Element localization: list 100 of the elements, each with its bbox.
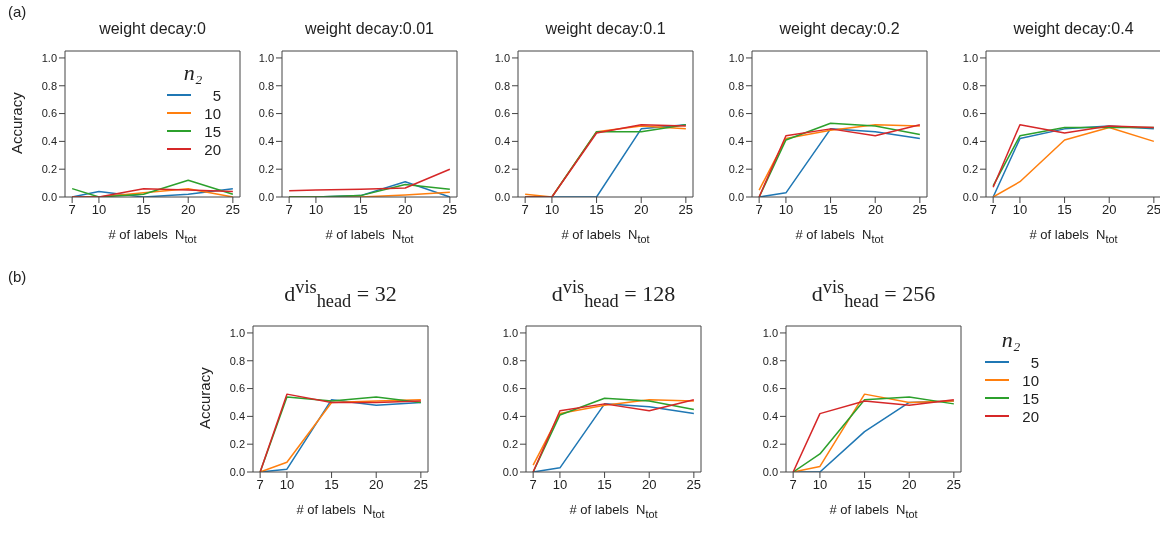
x-tick-label: 7	[789, 477, 797, 493]
legend-label: 20	[1021, 407, 1039, 425]
x-tick-label: 7	[521, 202, 529, 218]
y-tick-label: 0.4	[962, 135, 978, 148]
y-tick-label: 0.0	[494, 190, 510, 203]
legend-title: n₂	[1000, 327, 1022, 353]
y-tick-label: 0.8	[494, 79, 510, 92]
x-tick-label: 7	[68, 202, 76, 218]
x-tick-label: 25	[225, 202, 241, 218]
x-tick-label: 7	[256, 477, 264, 493]
y-tick-label: 0.0	[258, 190, 274, 203]
y-tick-label: 0.6	[258, 107, 274, 120]
y-tick-label: 0.8	[728, 79, 744, 92]
x-tick-label: 10	[544, 202, 560, 218]
y-tick-label: 0.8	[502, 354, 518, 367]
y-tick-label: 1.0	[258, 51, 274, 64]
y-tick-label: 1.0	[229, 326, 245, 339]
x-tick-label: 20	[641, 477, 657, 493]
x-tick-label: 25	[912, 202, 928, 218]
y-tick-label: 0.2	[229, 438, 245, 451]
legend-label: 5	[1029, 353, 1039, 371]
y-tick-label: 0.4	[728, 135, 744, 148]
x-tick-label: 15	[857, 477, 872, 493]
y-tick-label: 0.2	[502, 438, 518, 451]
y-tick-label: 0.6	[728, 107, 744, 120]
y-tick-label: 0.8	[258, 79, 274, 92]
y-tick-label: 0.0	[762, 465, 778, 478]
y-tick-label: 0.6	[41, 107, 57, 120]
chart-title: weight decay:0.01	[304, 20, 435, 38]
x-axis-title: # of labels N$_{tot}$	[568, 502, 659, 520]
x-tick-label: 25	[946, 477, 962, 493]
x-tick-label: 10	[812, 477, 828, 493]
y-tick-label: 0.4	[502, 410, 518, 423]
y-tick-label: 0.0	[728, 190, 744, 203]
y-tick-label: 0.4	[762, 410, 778, 423]
x-axis-title: # of labels N$_{tot}$	[794, 227, 885, 245]
chart-title: weight decay:0	[98, 20, 207, 38]
x-tick-label: 7	[989, 202, 997, 218]
y-tick-label: 0.8	[41, 79, 57, 92]
y-tick-label: 0.6	[962, 107, 978, 120]
legend-label: 15	[203, 122, 221, 140]
x-tick-label: 15	[597, 477, 612, 493]
y-tick-label: 1.0	[502, 326, 518, 339]
y-tick-label: 0.0	[502, 465, 518, 478]
y-tick-label: 0.4	[258, 135, 274, 148]
y-tick-label: 0.2	[762, 438, 778, 451]
y-tick-label: 0.0	[962, 190, 978, 203]
y-tick-label: 1.0	[962, 51, 978, 64]
y-tick-label: 0.0	[41, 190, 57, 203]
x-tick-label: 15	[1057, 202, 1072, 218]
x-tick-label: 7	[755, 202, 763, 218]
y-tick-label: 0.2	[494, 163, 510, 176]
legend-label: 10	[1021, 371, 1039, 389]
y-axis-title: Accuracy	[8, 91, 26, 154]
y-tick-label: 0.2	[258, 163, 274, 176]
y-tick-label: 0.2	[962, 163, 978, 176]
y-tick-label: 0.2	[41, 163, 57, 176]
x-tick-label: 15	[353, 202, 368, 218]
y-axis-title: Accuracy	[196, 366, 214, 429]
x-tick-label: 20	[901, 477, 917, 493]
chart-title: weight decay:0.2	[778, 20, 901, 38]
x-tick-label: 10	[91, 202, 107, 218]
x-tick-label: 25	[686, 477, 702, 493]
x-tick-label: 7	[529, 477, 537, 493]
x-tick-label: 25	[442, 202, 458, 218]
y-tick-label: 0.6	[229, 382, 245, 395]
y-tick-label: 1.0	[41, 51, 57, 64]
y-tick-label: 0.4	[494, 135, 510, 148]
y-tick-label: 1.0	[728, 51, 744, 64]
y-tick-label: 0.4	[41, 135, 57, 148]
y-tick-label: 1.0	[762, 326, 778, 339]
x-axis-title: # of labels N$_{tot}$	[1028, 227, 1119, 245]
y-tick-label: 0.8	[962, 79, 978, 92]
x-axis-title: # of labels N$_{tot}$	[295, 502, 386, 520]
x-axis-title: # of labels N$_{tot}$	[560, 227, 651, 245]
chart-title: d$^{vis}$$_{head}$ = 128	[550, 277, 677, 312]
x-tick-label: 15	[589, 202, 604, 218]
x-tick-label: 20	[368, 477, 384, 493]
legend-title: n₂	[182, 60, 204, 86]
x-tick-label: 10	[552, 477, 568, 493]
x-tick-label: 20	[867, 202, 883, 218]
x-tick-label: 10	[279, 477, 295, 493]
y-tick-label: 0.6	[502, 382, 518, 395]
chart-title: weight decay:0.1	[544, 20, 667, 38]
x-tick-label: 10	[308, 202, 324, 218]
y-tick-label: 0.2	[728, 163, 744, 176]
x-tick-label: 25	[1146, 202, 1162, 218]
y-tick-label: 0.8	[762, 354, 778, 367]
legend-label: 20	[203, 140, 221, 158]
legend-label: 15	[1021, 389, 1039, 407]
x-axis-title: # of labels N$_{tot}$	[828, 502, 919, 520]
chart-title: d$^{vis}$$_{head}$ = 256	[810, 277, 937, 312]
y-tick-label: 1.0	[494, 51, 510, 64]
x-tick-label: 25	[678, 202, 694, 218]
y-tick-label: 0.6	[494, 107, 510, 120]
x-axis-title: # of labels N$_{tot}$	[324, 227, 415, 245]
line-series	[71, 179, 234, 197]
x-tick-label: 7	[285, 202, 293, 218]
x-tick-label: 20	[397, 202, 413, 218]
y-tick-label: 0.8	[229, 354, 245, 367]
